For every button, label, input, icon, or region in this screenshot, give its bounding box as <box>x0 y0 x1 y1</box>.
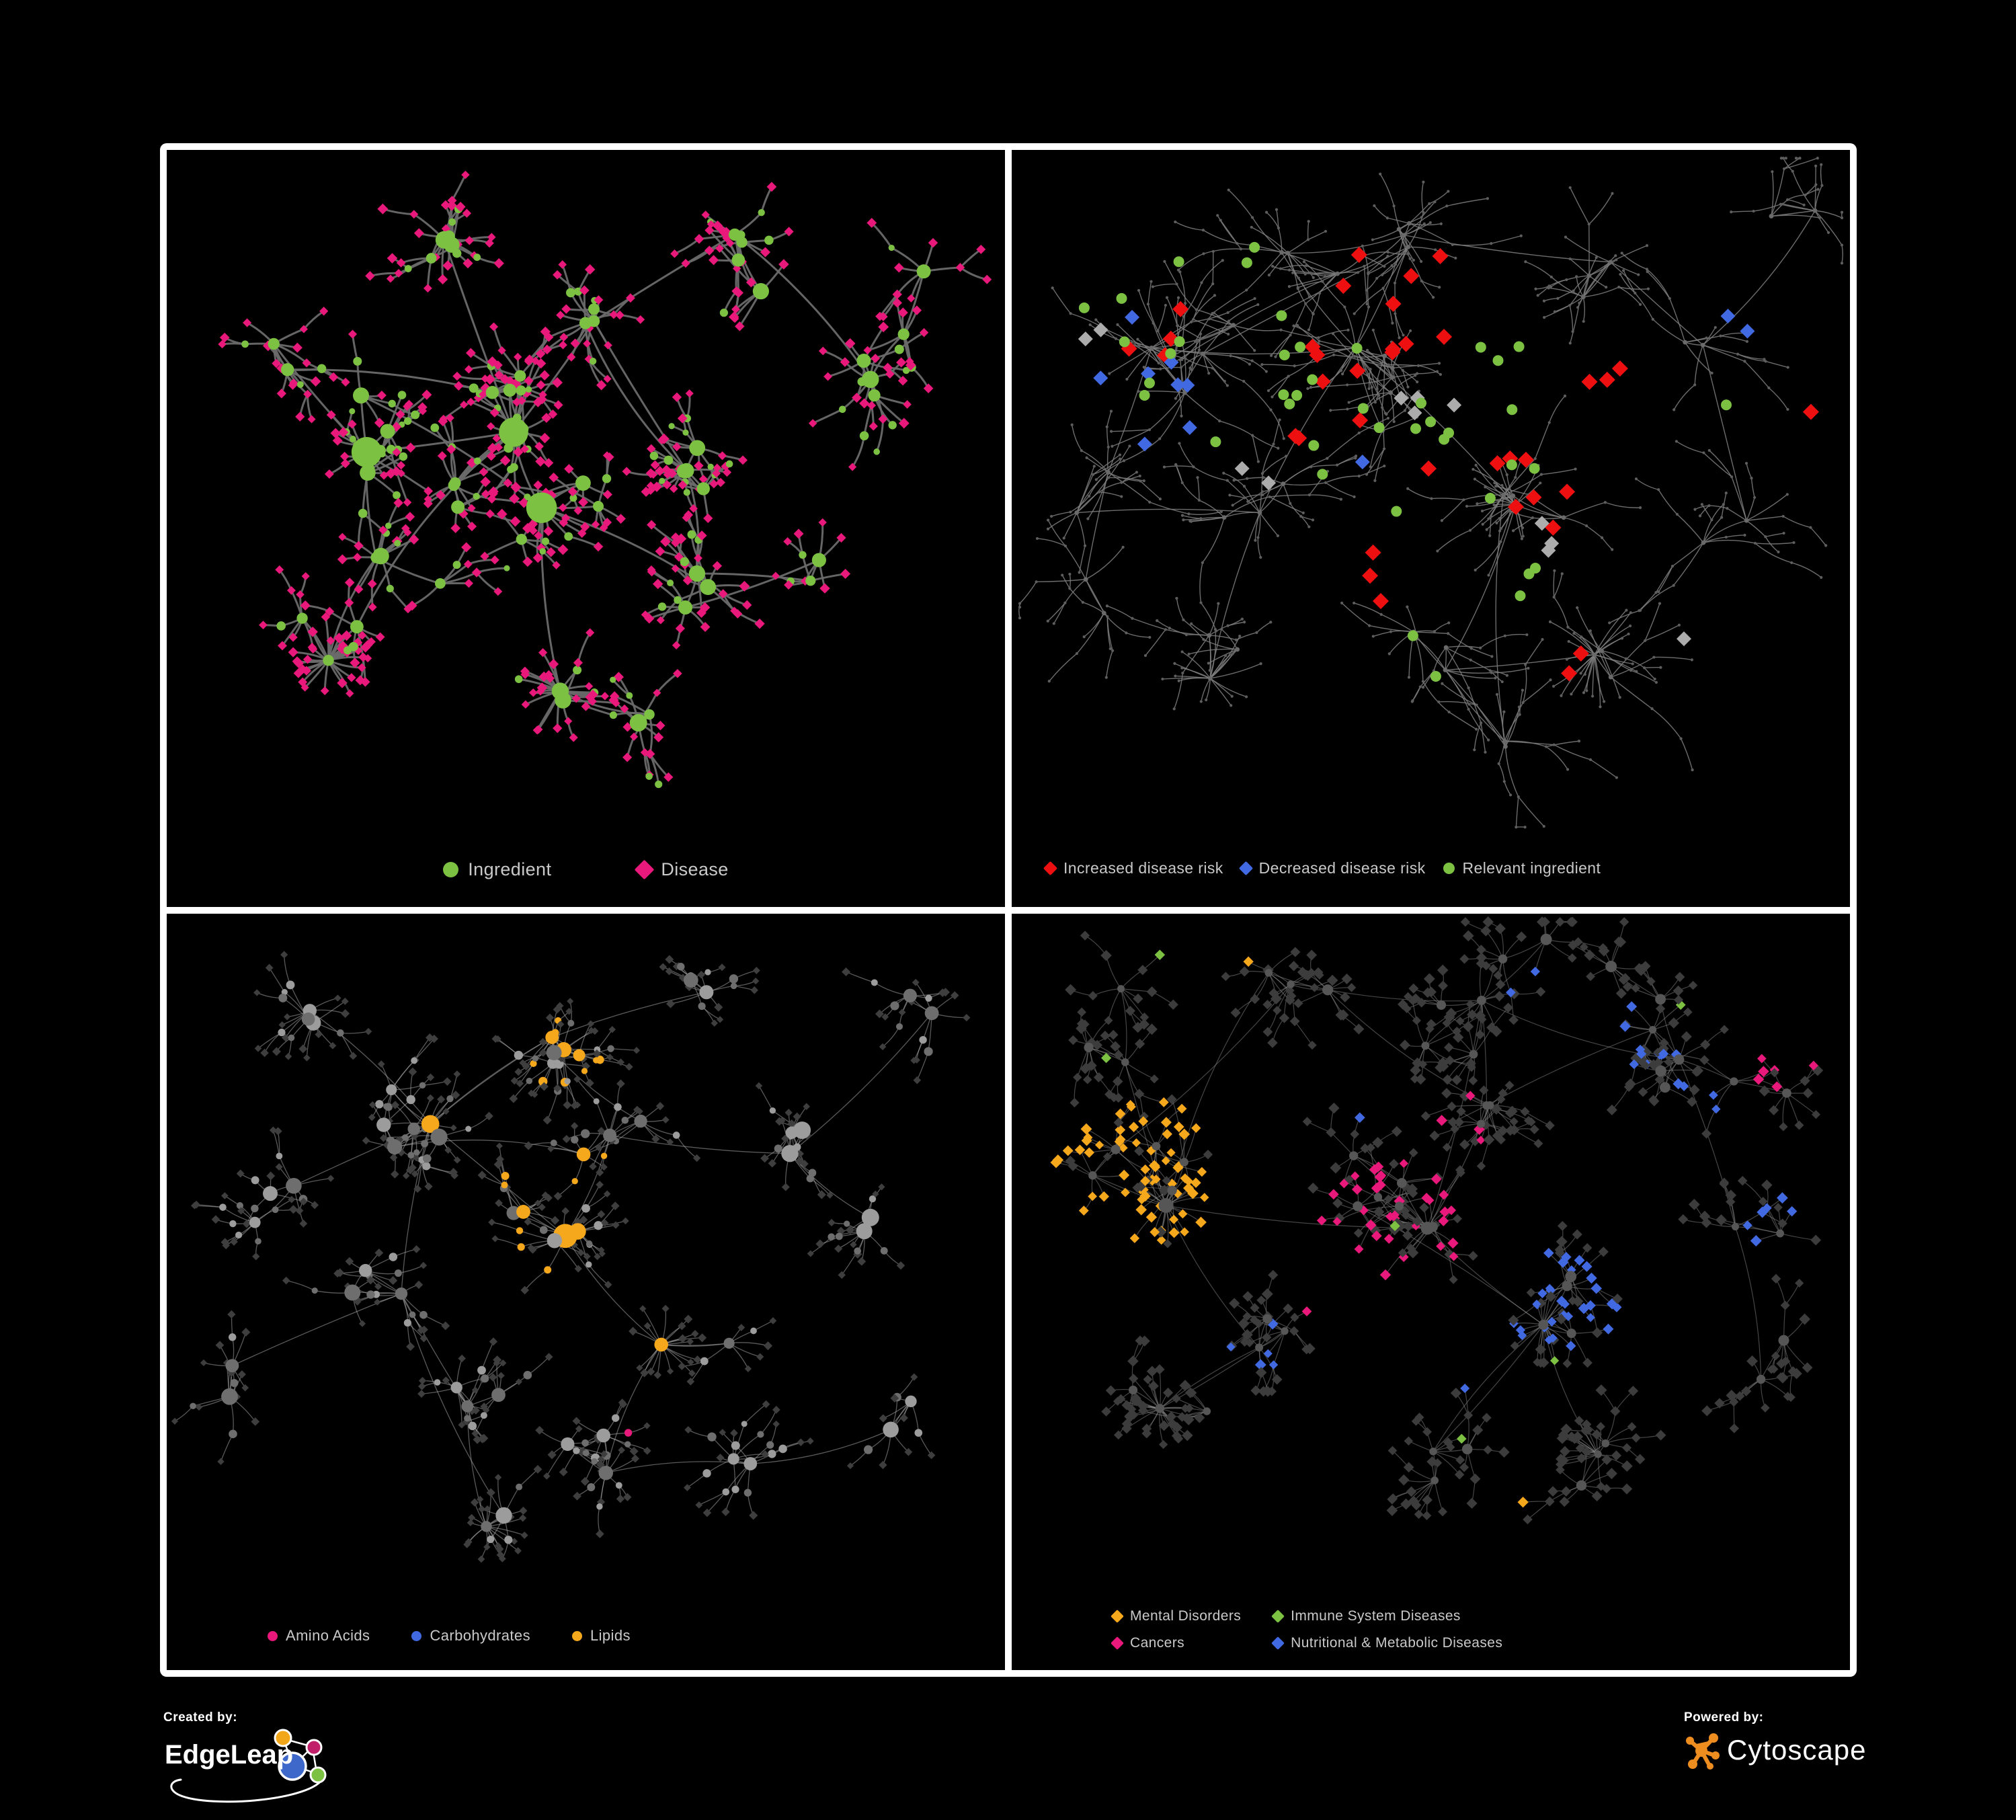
legend-item-relevant-ingredient: Relevant ingredient <box>1443 859 1601 877</box>
legend-disease-classes: Mental Disorders Immune System Diseases … <box>1111 1608 1503 1651</box>
legend-label: Carbohydrates <box>430 1627 530 1644</box>
created-by-label: Created by: <box>163 1710 238 1725</box>
legend-disease-risk: Increased disease risk Decreased disease… <box>1043 859 1601 877</box>
legend-item-cancers: Cancers <box>1111 1635 1241 1651</box>
disease-diamond-icon <box>635 859 655 879</box>
edgeleap-credit: Created by: EdgeLeap <box>163 1710 338 1803</box>
nutritional-metabolic-diseases-diamond-icon <box>1271 1636 1285 1650</box>
panel-ingredient-disease-network: Ingredient Disease <box>167 150 1005 907</box>
panel-disease-risk-network: Increased disease risk Decreased disease… <box>1012 150 1850 907</box>
increased-risk-diamond-icon <box>1043 861 1058 875</box>
powered-by-label: Powered by: <box>1684 1710 1764 1725</box>
ingredient-disease-graph <box>218 170 992 789</box>
legend-item-mental-disorders: Mental Disorders <box>1111 1608 1242 1624</box>
panel-ingredient-classes-network: Amino Acids Carbohydrates Lipids <box>167 913 1005 1670</box>
legend-label: Amino Acids <box>286 1627 370 1644</box>
immune-system-diseases-diamond-icon <box>1271 1610 1285 1623</box>
legend-item-ingredient: Ingredient <box>443 859 551 880</box>
legend-label: Cancers <box>1130 1635 1184 1651</box>
legend-item-carbohydrates: Carbohydrates <box>411 1627 530 1645</box>
amino-acids-circle-icon <box>268 1630 278 1641</box>
legend-item-increased-risk: Increased disease risk <box>1043 859 1223 877</box>
cytoscape-credit: Powered by: Cytoscape <box>1684 1710 1866 1770</box>
edgeleap-logo: EdgeLeap <box>163 1729 338 1803</box>
disease-risk-graph <box>1018 157 1844 829</box>
legend-item-disease: Disease <box>635 859 729 880</box>
legend-label: Increased disease risk <box>1063 859 1223 877</box>
legend-item-amino-acids: Amino Acids <box>268 1627 370 1645</box>
edgeleap-wordmark: EdgeLeap <box>165 1740 294 1770</box>
relevant-ingredient-circle-icon <box>1443 862 1455 874</box>
cytoscape-icon <box>1686 1733 1720 1770</box>
mental-disorders-diamond-icon <box>1111 1610 1124 1623</box>
legend-label: Relevant ingredient <box>1462 859 1601 877</box>
edgeleap-network-icon <box>170 1729 327 1803</box>
legend-label: Immune System Diseases <box>1291 1608 1461 1624</box>
legend-item-lipids: Lipids <box>571 1627 631 1645</box>
legend-label: Ingredient <box>468 859 552 879</box>
legend-label: Decreased disease risk <box>1258 859 1426 877</box>
decreased-risk-diamond-icon <box>1238 861 1253 875</box>
lipids-circle-icon <box>571 1630 582 1641</box>
disease-classes-graph <box>1050 916 1824 1524</box>
legend-label: Disease <box>661 859 729 879</box>
ingredient-classes-graph <box>171 950 971 1562</box>
legend-ingredient-classes: Amino Acids Carbohydrates Lipids <box>268 1627 631 1645</box>
ingredient-circle-icon <box>443 861 459 877</box>
cancers-diamond-icon <box>1111 1636 1124 1650</box>
legend-label: Nutritional & Metabolic Diseases <box>1291 1635 1503 1651</box>
legend-item-decreased-risk: Decreased disease risk <box>1238 859 1426 877</box>
panels-grid: Ingredient Disease Increased disease ris… <box>160 143 1857 1677</box>
carbohydrates-circle-icon <box>411 1630 422 1641</box>
cytoscape-wordmark: Cytoscape <box>1727 1734 1867 1766</box>
legend-item-immune-system-diseases: Immune System Diseases <box>1271 1608 1502 1624</box>
legend-item-nutritional-metabolic-diseases: Nutritional & Metabolic Diseases <box>1271 1635 1503 1651</box>
panel-disease-classes-network: Mental Disorders Immune System Diseases … <box>1012 913 1850 1670</box>
legend-label: Lipids <box>590 1627 631 1644</box>
legend-label: Mental Disorders <box>1130 1608 1242 1624</box>
legend-ingredient-disease: Ingredient Disease <box>167 859 1005 880</box>
